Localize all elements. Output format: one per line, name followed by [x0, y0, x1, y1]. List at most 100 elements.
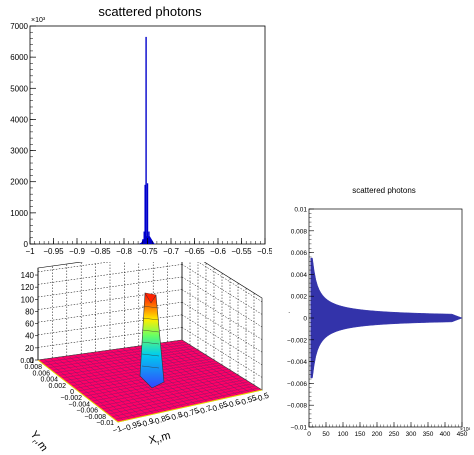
histogram-chart: −1 −0.95 −0.9 −0.85 −0.8 −0.75 −0.7 −0.65 −0.6 −0… [10, 17, 272, 256]
scatter-title: scattered photons [352, 186, 416, 195]
surface-grid-line [107, 383, 253, 415]
surface-peak-top [144, 292, 157, 304]
surface-peak-contour [141, 305, 160, 309]
surface-wall-gridline [181, 314, 263, 366]
surface-grid-line [163, 342, 245, 395]
scatter-x-tick-label: 300 [406, 431, 417, 438]
surface-grid-line [104, 381, 249, 412]
surface-y-tick-label: 0 [70, 389, 74, 396]
surface-grid-line [175, 340, 257, 392]
scatter-y-tick-label: −0.006 [287, 381, 307, 388]
scatter-y-tick-label: 0.002 [291, 294, 308, 301]
histogram-title: scattered photons [98, 4, 202, 19]
surface-y-tick-label: 0.006 [32, 370, 50, 377]
histogram-x-tick-label: −0.75 [137, 247, 158, 256]
histogram-x-tick-label: −0.65 [184, 247, 205, 256]
surface-wall-gridline [37, 301, 183, 323]
surface-peak-contour [141, 365, 160, 369]
surface-base-edge [37, 359, 263, 423]
surface-x-tick-label: −0.5 [252, 391, 270, 405]
surface-peak-contour [141, 329, 160, 333]
scatter-x-tick-label: 200 [372, 431, 383, 438]
scatter-x-tick-label: 350 [423, 431, 434, 438]
surface-y-tick-label: 0.002 [48, 383, 66, 390]
surface-wall-gridline [181, 289, 263, 340]
histogram-y-tick-label: 1000 [10, 209, 28, 218]
histogram-y-tick-label: 5000 [10, 84, 28, 93]
surface-y-tick-label: 0.01 [20, 358, 34, 365]
surface-y-tick-label: 0.004 [40, 377, 58, 384]
surface-wall-gridline [181, 301, 263, 353]
surface-peak-contour [141, 353, 160, 357]
histogram-x-tick-label: −0.95 [43, 247, 64, 256]
histogram-x-tick-label: −0.6 [210, 247, 226, 256]
scatter-y-tick-label: −0.008 [287, 403, 307, 410]
surface-z-tick-label: 100 [21, 295, 35, 304]
surface-peak-contour [141, 317, 160, 321]
scatter-exponent: ×10³ [460, 427, 470, 433]
surface-wall-gridline [37, 289, 183, 310]
surface-wall-gridline [181, 327, 263, 378]
histogram-bar [139, 243, 142, 244]
histogram-y-tick-label: 0 [24, 240, 29, 249]
scatter-y-tick-label: 0.008 [291, 228, 308, 235]
surface-panel: 0 20 40 60 80 100 120 140 0.01 0.008 0.006 0.004 0.0… [0, 262, 272, 455]
histogram-panel: scattered photons −1 −0.95 −0.9 −0.85 −0.8 −0… [0, 0, 272, 262]
scatter-y-tick-label: −0.01 [291, 425, 308, 432]
surface-wall-gridline [197, 262, 263, 302]
scatter-x-tick-label: 250 [389, 431, 400, 438]
surface-y-tick-label: −0.004 [68, 401, 90, 408]
scatter-x-tick-label: 50 [322, 431, 330, 438]
surface-z-tick-label: 40 [25, 332, 34, 341]
histogram-x-tick-label: −0.9 [69, 247, 85, 256]
scatter-y-tick-label: 0.004 [291, 272, 308, 279]
surface-x-axis-letter: X [148, 433, 159, 447]
histogram-x-tick-label: −0.8 [116, 247, 132, 256]
surface-x-axis-unit: ,m [157, 430, 172, 445]
surface-peak-contour [141, 341, 160, 345]
histogram-x-tick-label: −1 [25, 247, 35, 256]
surface-z-tick-label: 140 [21, 271, 35, 280]
scatter-x-tick-label: 150 [355, 431, 366, 438]
histogram-exponent: ×10³ [31, 17, 46, 24]
scatter-y-axis-label: · [288, 310, 290, 317]
surface-grid-line [169, 341, 251, 393]
histogram-x-tick-label: −0.85 [90, 247, 111, 256]
histogram-bar [143, 231, 145, 244]
scatter-x-tick-label: 450 [457, 431, 468, 438]
surface-z-tick-label: 120 [21, 283, 35, 292]
scatter-y-tick-label: 0 [303, 316, 307, 323]
scatter-panel: scattered photons 0 50 100 150 200 250 300 350 4… [280, 180, 474, 455]
scatter-chart: 0 50 100 150 200 250 300 350 400 450 0.01 0.008 0.00… [287, 207, 471, 439]
surface-wall-gridline [181, 276, 263, 328]
surface-grid-line [111, 385, 256, 418]
surface-chart: 0 20 40 60 80 100 120 140 0.010.0080.0060.0040.0… [20, 262, 271, 455]
surface-y-tick-label: 0.008 [24, 364, 42, 371]
histogram-x-tick-label: −0.7 [163, 247, 179, 256]
surface-y-tick-label: −0.008 [84, 414, 106, 421]
surface-z-tick-label: 60 [25, 320, 34, 329]
scatter-x-tick-label: 0 [307, 431, 311, 438]
scatter-y-tick-label: −0.004 [287, 359, 307, 366]
surface-peak [139, 292, 165, 389]
scatter-y-tick-label: 0.006 [291, 250, 308, 257]
histogram-y-tick-label: 2000 [10, 178, 28, 187]
surface-y-axis-title: Yr,m [26, 429, 50, 455]
surface-wall-gridline [37, 262, 111, 273]
histogram-y-tick-label: 4000 [10, 115, 28, 124]
histogram-y-tick-label: 6000 [10, 53, 28, 62]
histogram-bar [146, 183, 149, 244]
surface-y-axis-unit: ,m [33, 437, 50, 454]
surface-grid-line [114, 387, 259, 420]
surface-z-tick-label: 0 [30, 356, 35, 365]
histogram-y-tick-label: 3000 [10, 147, 28, 156]
surface-z-tick-label: 20 [25, 344, 34, 353]
histogram-x-tick-label: −0.55 [231, 247, 252, 256]
histogram-bar [145, 36, 147, 245]
histogram-bar [144, 184, 146, 244]
surface-x-tick-label: −1 [111, 424, 123, 436]
surface-wall-gridline [181, 264, 263, 315]
scatter-points-region [310, 257, 463, 379]
surface-y-tick-label: −0.002 [60, 395, 82, 402]
scatter-x-tick-label: 400 [440, 431, 451, 438]
